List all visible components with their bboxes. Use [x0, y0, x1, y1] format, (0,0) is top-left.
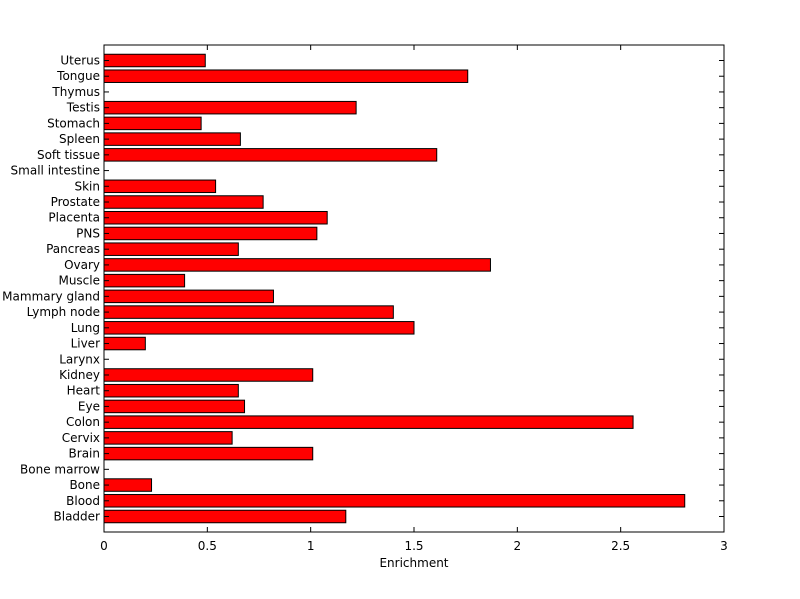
bar-testis: [103, 100, 357, 115]
y-tick-label-uterus: Uterus: [60, 54, 100, 68]
y-tick-label-soft-tissue: Soft tissue: [37, 148, 100, 162]
bar-spleen: [103, 132, 241, 146]
y-tick-label-bone-marrow: Bone marrow: [20, 462, 100, 476]
y-tick-label-ovary: Ovary: [64, 258, 100, 272]
bar-pns: [103, 226, 318, 241]
bar-brain: [103, 446, 314, 461]
y-tick-label-placenta: Placenta: [48, 211, 100, 225]
x-tick-label-3: 1.5: [404, 539, 423, 553]
bar-eye: [103, 399, 246, 414]
bar-tongue: [103, 69, 469, 83]
bar-kidney: [103, 368, 314, 382]
bar-muscle: [103, 273, 186, 288]
bar-uterus: [103, 53, 206, 68]
y-tick-label-bone: Bone: [69, 478, 100, 492]
bar-skin: [103, 179, 217, 194]
y-tick-label-lymph-node: Lymph node: [27, 305, 100, 319]
bar-heart: [103, 383, 239, 398]
x-tick-label-1: 0.5: [198, 539, 217, 553]
y-tick-label-stomach: Stomach: [47, 116, 100, 130]
y-tick-label-prostate: Prostate: [51, 195, 100, 209]
bar-colon: [103, 415, 634, 429]
y-tick-label-muscle: Muscle: [58, 274, 100, 288]
y-tick-label-pancreas: Pancreas: [46, 242, 100, 256]
bar-lung: [103, 321, 415, 335]
y-tick-label-bladder: Bladder: [54, 510, 101, 524]
y-tick-label-mammary-gland: Mammary gland: [2, 289, 100, 303]
bar-placenta: [103, 210, 328, 225]
y-tick-label-tongue: Tongue: [56, 69, 100, 83]
y-tick-label-kidney: Kidney: [59, 368, 100, 382]
y-tick-label-small-intestine: Small intestine: [11, 164, 100, 178]
y-tick-label-thymus: Thymus: [51, 85, 100, 99]
bar-pancreas: [103, 242, 239, 256]
y-tick-label-brain: Brain: [69, 447, 100, 461]
bar-ovary: [103, 258, 491, 272]
x-axis-label: Enrichment: [379, 556, 448, 570]
bar-blood: [103, 494, 686, 508]
x-tick-label-4: 2: [514, 539, 522, 553]
bar-stomach: [103, 116, 202, 131]
y-tick-label-liver: Liver: [71, 337, 101, 351]
bar-bladder: [103, 509, 347, 524]
y-tick-label-eye: Eye: [78, 399, 100, 413]
y-tick-label-cervix: Cervix: [62, 431, 100, 445]
y-tick-label-spleen: Spleen: [59, 132, 100, 146]
y-tick-label-lung: Lung: [71, 321, 100, 335]
y-tick-label-pns: PNS: [76, 226, 100, 240]
plot-area-frame: [103, 44, 725, 533]
x-ticks-group: 0 0.5 1 1.5 2 2.5 3: [100, 45, 728, 553]
bar-lymph-node: [103, 305, 394, 319]
bar-mammary-gland: [103, 289, 274, 304]
bar-cervix: [103, 431, 233, 445]
y-tick-label-colon: Colon: [66, 415, 100, 429]
bar-liver: [103, 336, 146, 351]
x-tick-label-2: 1: [307, 539, 315, 553]
y-tick-label-blood: Blood: [66, 494, 100, 508]
x-tick-label-6: 3: [720, 539, 728, 553]
y-tick-label-testis: Testis: [66, 101, 100, 115]
bar-soft-tissue: [103, 148, 438, 162]
y-tick-label-skin: Skin: [74, 179, 100, 193]
bar-prostate: [103, 195, 264, 209]
y-tick-label-larynx: Larynx: [59, 352, 100, 366]
bar-bone: [103, 478, 153, 492]
x-tick-label-0: 0: [100, 539, 108, 553]
x-tick-label-5: 2.5: [611, 539, 630, 553]
y-tick-label-heart: Heart: [67, 384, 101, 398]
